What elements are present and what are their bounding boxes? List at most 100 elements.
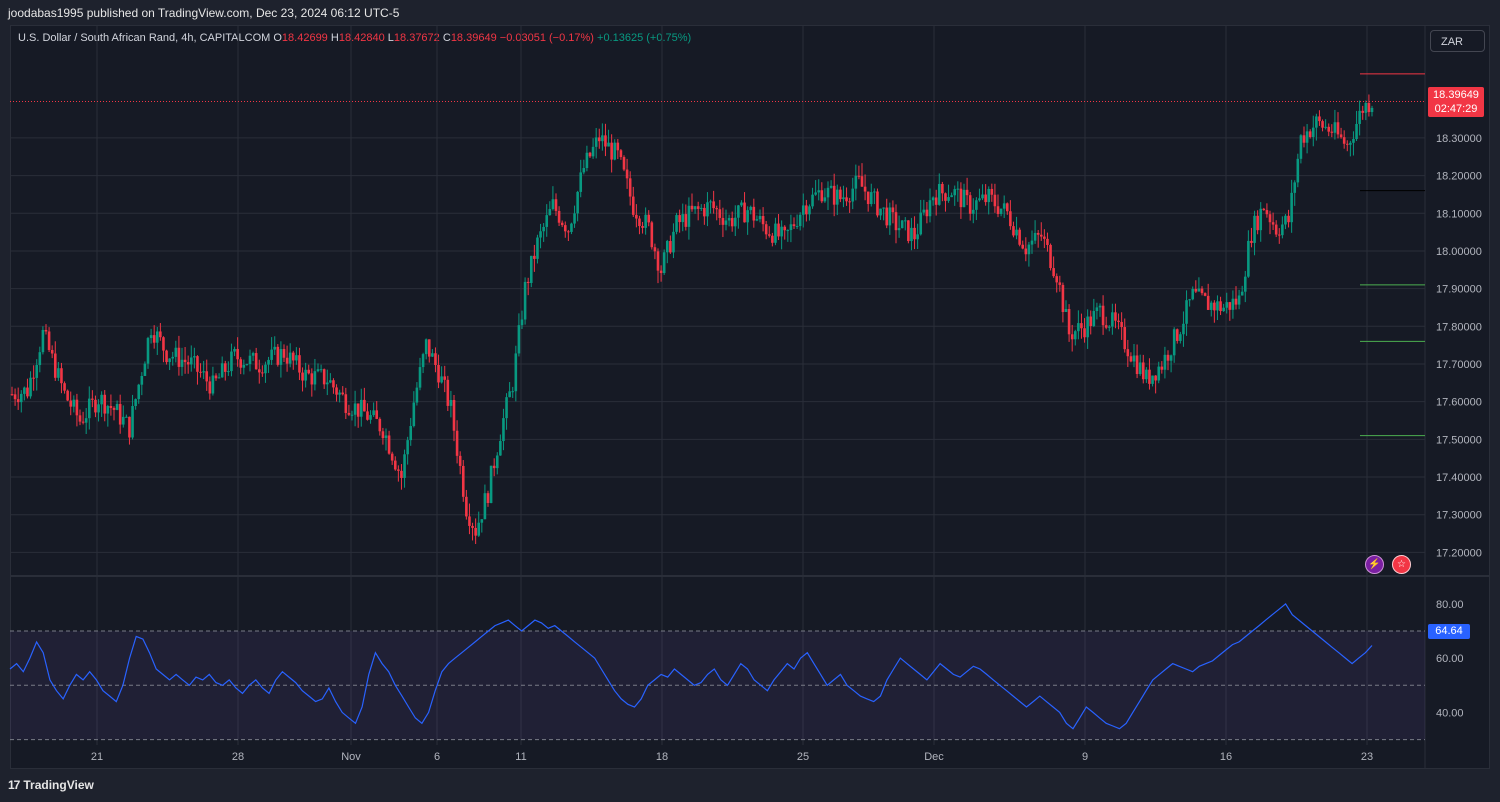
candle-body — [489, 465, 493, 503]
candle-body — [1268, 214, 1272, 223]
candle-body — [665, 241, 669, 253]
candle-body — [220, 363, 224, 378]
candle-body — [1327, 126, 1331, 132]
footer-brand[interactable]: 17 TradingView — [8, 778, 94, 792]
candle-body — [690, 205, 694, 210]
candle-body — [709, 201, 712, 203]
candle-body — [1222, 307, 1225, 312]
candle-body — [1175, 329, 1179, 341]
candle-body — [635, 214, 638, 219]
candle-body — [468, 516, 471, 526]
rsi-line — [9, 603, 1373, 730]
candle-body — [845, 197, 848, 202]
publish-header: joodabas1995 published on TradingView.co… — [8, 6, 400, 20]
candle-body — [316, 369, 320, 372]
candle-body — [1197, 288, 1201, 292]
candle-body — [835, 189, 839, 205]
change-value: −0.03051 (−0.17%) — [499, 32, 594, 44]
candle-body — [208, 381, 212, 394]
candle-body — [792, 224, 796, 227]
candle-body — [934, 197, 938, 205]
candle-body — [978, 198, 981, 201]
candle-body — [944, 193, 947, 201]
candle-body — [261, 372, 264, 374]
candle-body — [341, 392, 345, 395]
candle-body — [910, 227, 913, 242]
x-tick-label: 25 — [797, 751, 809, 763]
candle-body — [801, 205, 805, 215]
high-value: 18.42840 — [338, 32, 385, 44]
candle-body — [984, 194, 987, 203]
candle-body — [1061, 284, 1065, 313]
candle-body — [576, 191, 579, 214]
candle-body — [805, 205, 808, 215]
candle-body — [279, 349, 283, 365]
candle-body — [968, 195, 972, 214]
candle-body — [1339, 134, 1343, 138]
candle-body — [471, 525, 474, 528]
candle-body — [57, 368, 60, 378]
candle-body — [458, 455, 462, 466]
candle-body — [1234, 298, 1238, 305]
candle-body — [1228, 302, 1232, 310]
candle-body — [84, 418, 88, 423]
candle-body — [755, 219, 759, 221]
candle-body — [730, 218, 734, 227]
candle-body — [1046, 238, 1049, 245]
candle-body — [1157, 366, 1161, 381]
candle-body — [993, 194, 997, 207]
candle-body — [888, 207, 892, 226]
candle-body — [699, 207, 703, 209]
candle-body — [644, 214, 647, 228]
candle-body — [121, 416, 125, 425]
candle-body — [662, 252, 666, 274]
candle-body — [687, 205, 691, 227]
y-tick-label: 17.30000 — [1436, 510, 1482, 522]
candle-body — [1361, 110, 1365, 113]
candle-body — [196, 356, 199, 372]
candle-body — [1101, 305, 1105, 326]
candle-body — [1111, 312, 1114, 327]
candle-body — [313, 371, 317, 385]
candle-body — [295, 355, 298, 361]
candle-body — [520, 319, 524, 326]
candle-body — [1191, 289, 1195, 300]
lightning-icon[interactable]: ⚡ — [1365, 555, 1384, 574]
candle-body — [1203, 293, 1207, 296]
candle-body — [1200, 288, 1204, 294]
candle-body — [366, 411, 369, 420]
candle-body — [134, 399, 137, 407]
candle-body — [897, 228, 901, 231]
candle-body — [474, 527, 477, 536]
candle-body — [1135, 355, 1139, 375]
candle-body — [165, 350, 168, 363]
candle-body — [560, 222, 564, 226]
candle-body — [919, 212, 923, 235]
candle-body — [903, 220, 907, 222]
candle-body — [1302, 135, 1306, 143]
candle-body — [1145, 369, 1148, 380]
candle-body — [601, 135, 604, 142]
candle-body — [1077, 323, 1080, 332]
candle-body — [13, 394, 17, 400]
candle-body — [1321, 121, 1324, 128]
symbol-title[interactable]: U.S. Dollar / South African Rand, 4h, CA… — [18, 32, 271, 44]
candle-body — [363, 399, 366, 412]
us-flag-icon[interactable]: ☆ — [1392, 555, 1411, 574]
candle-body — [29, 377, 32, 397]
candle-body — [817, 190, 821, 193]
chart-background — [10, 25, 1490, 769]
candle-body — [1277, 234, 1281, 236]
candle-body — [1073, 331, 1077, 340]
candle-body — [604, 135, 607, 147]
candle-body — [112, 407, 116, 410]
candle-body — [214, 375, 218, 379]
candle-body — [1163, 354, 1167, 370]
candle-body — [118, 404, 122, 425]
candle-body — [1055, 276, 1059, 283]
candle-body — [38, 352, 42, 366]
candle-body — [10, 394, 14, 396]
y-tick-label: 17.20000 — [1436, 547, 1482, 559]
currency-button[interactable]: ZAR — [1430, 30, 1485, 52]
